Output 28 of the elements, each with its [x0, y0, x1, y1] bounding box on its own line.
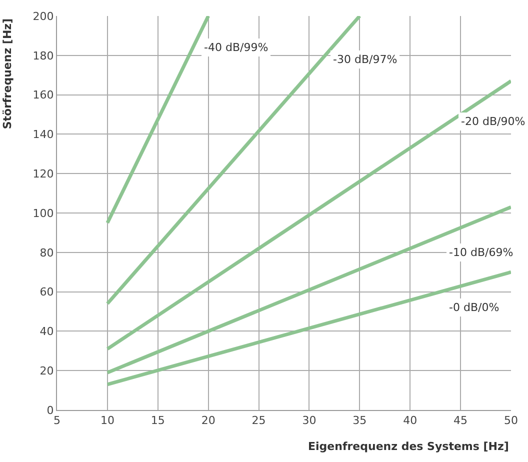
- x-tick-label: 30: [302, 414, 316, 428]
- x-tick-label: 20: [201, 414, 216, 428]
- y-axis-title: Störfrequenz [Hz]: [1, 18, 14, 130]
- y-tick-label: 80: [40, 246, 54, 260]
- x-tick-label: 35: [352, 414, 367, 428]
- y-tick-label: 20: [40, 364, 54, 378]
- x-tick-label: 40: [403, 414, 418, 428]
- y-tick-label: 40: [40, 325, 54, 338]
- y-tick-label: 100: [32, 206, 54, 220]
- x-tick-label: 10: [100, 414, 114, 428]
- x-tick-label: 15: [150, 414, 165, 428]
- y-tick-label: 0: [46, 404, 54, 417]
- series-label: -0 dB/0%: [449, 301, 500, 314]
- series-label: -20 dB/90%: [461, 115, 526, 128]
- x-tick-label: 45: [454, 414, 468, 428]
- y-tick-label: 60: [40, 286, 54, 299]
- y-tick-label: 160: [32, 88, 54, 102]
- series-label: -30 dB/97%: [333, 53, 398, 66]
- x-tick-label: 5: [54, 414, 60, 428]
- x-axis-title: Eigenfrequenz des Systems [Hz]: [308, 440, 509, 453]
- x-tick-label: 50: [504, 414, 518, 428]
- series-label: -40 dB/99%: [204, 41, 268, 54]
- y-tick-label: 200: [32, 10, 54, 23]
- series-label: -10 dB/69%: [449, 246, 514, 259]
- y-tick-label: 120: [32, 167, 54, 180]
- y-tick-label: 180: [32, 49, 54, 62]
- x-tick-label: 25: [252, 414, 266, 428]
- y-tick-label: 140: [32, 128, 54, 142]
